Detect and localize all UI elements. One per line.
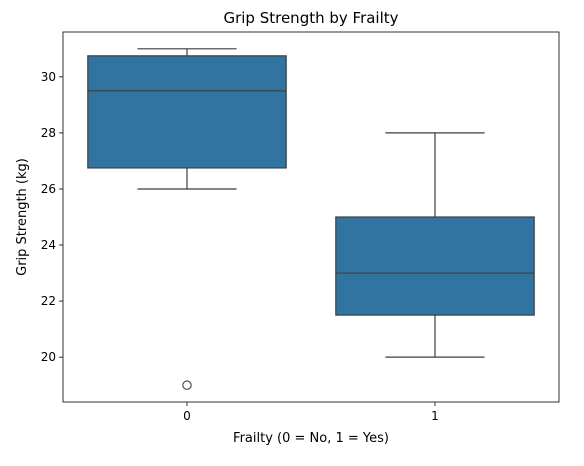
y-tick-label: 24 [41,238,56,252]
box-group-0 [87,48,287,390]
plot-area [87,48,535,390]
x-tick-label: 1 [431,409,439,423]
x-axis-label: Frailty (0 = No, 1 = Yes) [233,431,389,446]
chart-title: Grip Strength by Frailty [223,9,398,27]
outlier-point [182,380,192,390]
iqr-box [87,55,287,169]
y-tick-label: 20 [41,350,56,364]
box-group-1 [335,132,535,358]
y-axis-label: Grip Strength (kg) [15,158,30,276]
x-tick-label: 0 [183,409,191,423]
y-tick-label: 26 [41,182,56,196]
y-tick-label: 22 [41,294,56,308]
y-tick-label: 28 [41,126,56,140]
iqr-box [335,216,535,316]
y-axis: 20 22 24 26 28 30 [41,70,63,364]
y-tick-label: 30 [41,70,56,84]
axes-frame [62,31,560,403]
